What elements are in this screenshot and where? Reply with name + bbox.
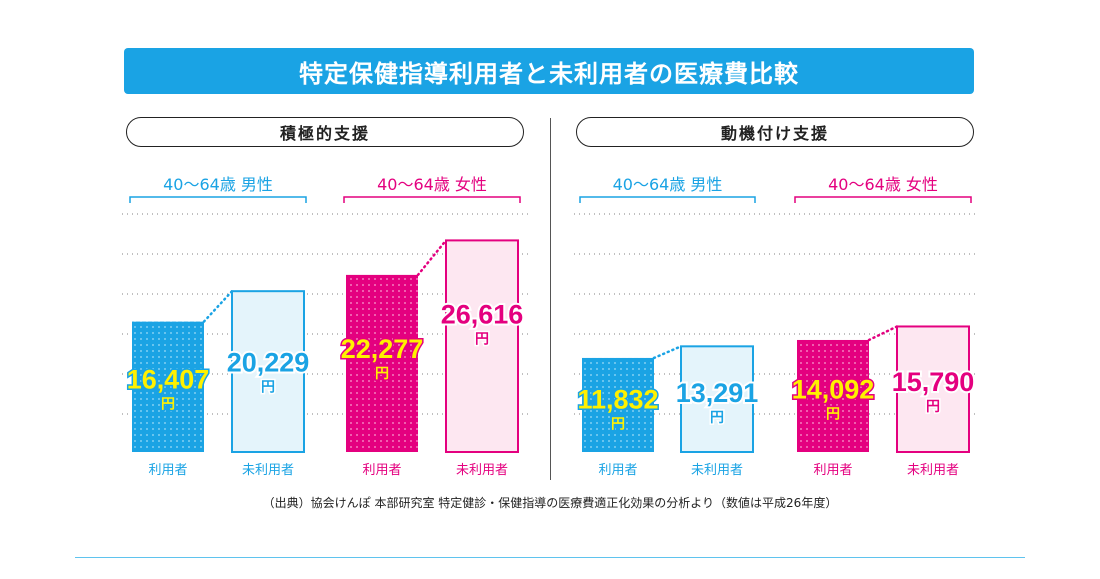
group-label: 40～64歳 男性 — [613, 175, 723, 194]
footer-rule — [75, 557, 1025, 558]
unit-label: 円 — [375, 366, 389, 382]
unit-label: 円 — [926, 399, 940, 415]
data-label: 14,092 — [792, 374, 875, 404]
group-bracket — [343, 196, 521, 203]
bar-non-user — [680, 345, 754, 453]
increase-connector — [416, 239, 448, 277]
category-label: 利用者 — [362, 463, 401, 478]
increase-connector — [202, 289, 234, 323]
category-label: 未利用者 — [242, 463, 294, 478]
increase-connector — [867, 325, 899, 342]
bar-user — [346, 274, 418, 452]
bar-user — [132, 321, 204, 452]
source-note: （出典）協会けんぽ 本部研究室 特定健診・保健指導の医療費適正化効果の分析より（… — [262, 496, 838, 510]
group-bracket — [129, 196, 307, 203]
unit-label: 円 — [826, 406, 840, 422]
category-label: 未利用者 — [691, 463, 743, 478]
panel-title-motivational-support: 動機付け支援 — [576, 117, 974, 147]
unit-label: 円 — [475, 331, 489, 347]
panel-divider — [550, 118, 551, 480]
bar-non-user — [231, 290, 305, 453]
data-label: 22,277 — [341, 334, 424, 364]
data-label: 13,291 — [676, 378, 759, 408]
group-label: 40～64歳 女性 — [377, 175, 487, 194]
data-label: 15,790 — [892, 367, 975, 397]
bar-user — [582, 357, 654, 452]
group-bracket — [794, 196, 972, 203]
unit-label: 円 — [611, 416, 625, 432]
bar-non-user — [445, 239, 519, 453]
unit-label: 円 — [161, 396, 175, 412]
category-label: 利用者 — [598, 463, 637, 478]
increase-connector — [652, 345, 683, 360]
data-label: 16,407 — [127, 364, 210, 394]
category-label: 利用者 — [148, 463, 187, 478]
category-label: 利用者 — [813, 463, 852, 478]
bar-non-user — [896, 325, 970, 454]
group-bracket — [579, 196, 756, 203]
unit-label: 円 — [261, 380, 275, 396]
group-label: 40～64歳 女性 — [828, 175, 938, 194]
panel-title-active-support: 積極的支援 — [126, 117, 524, 147]
data-label: 26,616 — [441, 299, 524, 329]
unit-label: 円 — [710, 410, 724, 426]
category-label: 未利用者 — [456, 463, 508, 478]
category-label: 未利用者 — [907, 463, 959, 478]
bar-user — [797, 339, 869, 452]
data-label: 20,229 — [227, 348, 310, 378]
group-label: 40～64歳 男性 — [163, 175, 273, 194]
data-label: 11,832 — [577, 384, 658, 414]
chart-title: 特定保健指導利用者と未利用者の医療費比較 — [124, 48, 974, 94]
